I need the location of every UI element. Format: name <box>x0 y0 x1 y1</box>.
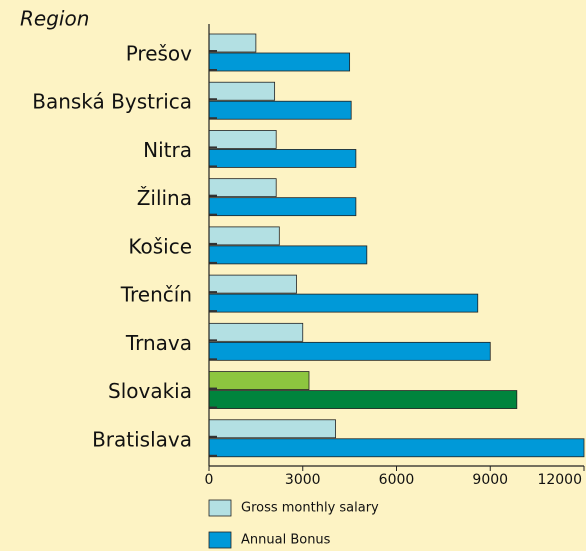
category-label: Slovakia <box>108 379 192 403</box>
bar <box>208 245 368 265</box>
legend-label: Gross monthly salary <box>241 501 379 516</box>
axis-title: Region <box>20 7 89 31</box>
bar <box>208 178 277 198</box>
bar <box>208 149 357 168</box>
bar <box>208 341 491 361</box>
x-tick-label: 12000 <box>537 472 582 488</box>
category-label: Banská Bystrica <box>32 90 192 114</box>
category-label: Bratislava <box>92 427 192 451</box>
legend-swatch <box>208 499 232 517</box>
bar <box>208 419 336 439</box>
category-label: Trenčín <box>120 283 192 307</box>
x-tick-label: 0 <box>205 472 214 488</box>
category-label: Košice <box>128 234 192 258</box>
bar <box>208 322 304 342</box>
x-tick-label: 9000 <box>472 472 508 488</box>
bar <box>208 81 276 101</box>
bar <box>208 52 351 72</box>
bar <box>208 371 310 390</box>
x-tick-label: 6000 <box>379 472 415 488</box>
bar <box>208 100 352 120</box>
legend-swatch <box>208 531 232 549</box>
legend-label: Annual Bonus <box>241 533 331 548</box>
bar <box>208 197 357 217</box>
bar <box>208 390 518 409</box>
bar <box>208 438 585 458</box>
category-label: Nitra <box>143 138 192 162</box>
bar <box>208 226 280 246</box>
category-label: Trnava <box>125 331 192 355</box>
bar <box>208 130 277 149</box>
bar <box>208 33 257 53</box>
category-label: Prešov <box>126 42 192 66</box>
bar <box>208 293 479 313</box>
bar <box>208 274 297 294</box>
x-tick-label: 3000 <box>285 472 321 488</box>
category-label: Žilina <box>137 186 192 210</box>
